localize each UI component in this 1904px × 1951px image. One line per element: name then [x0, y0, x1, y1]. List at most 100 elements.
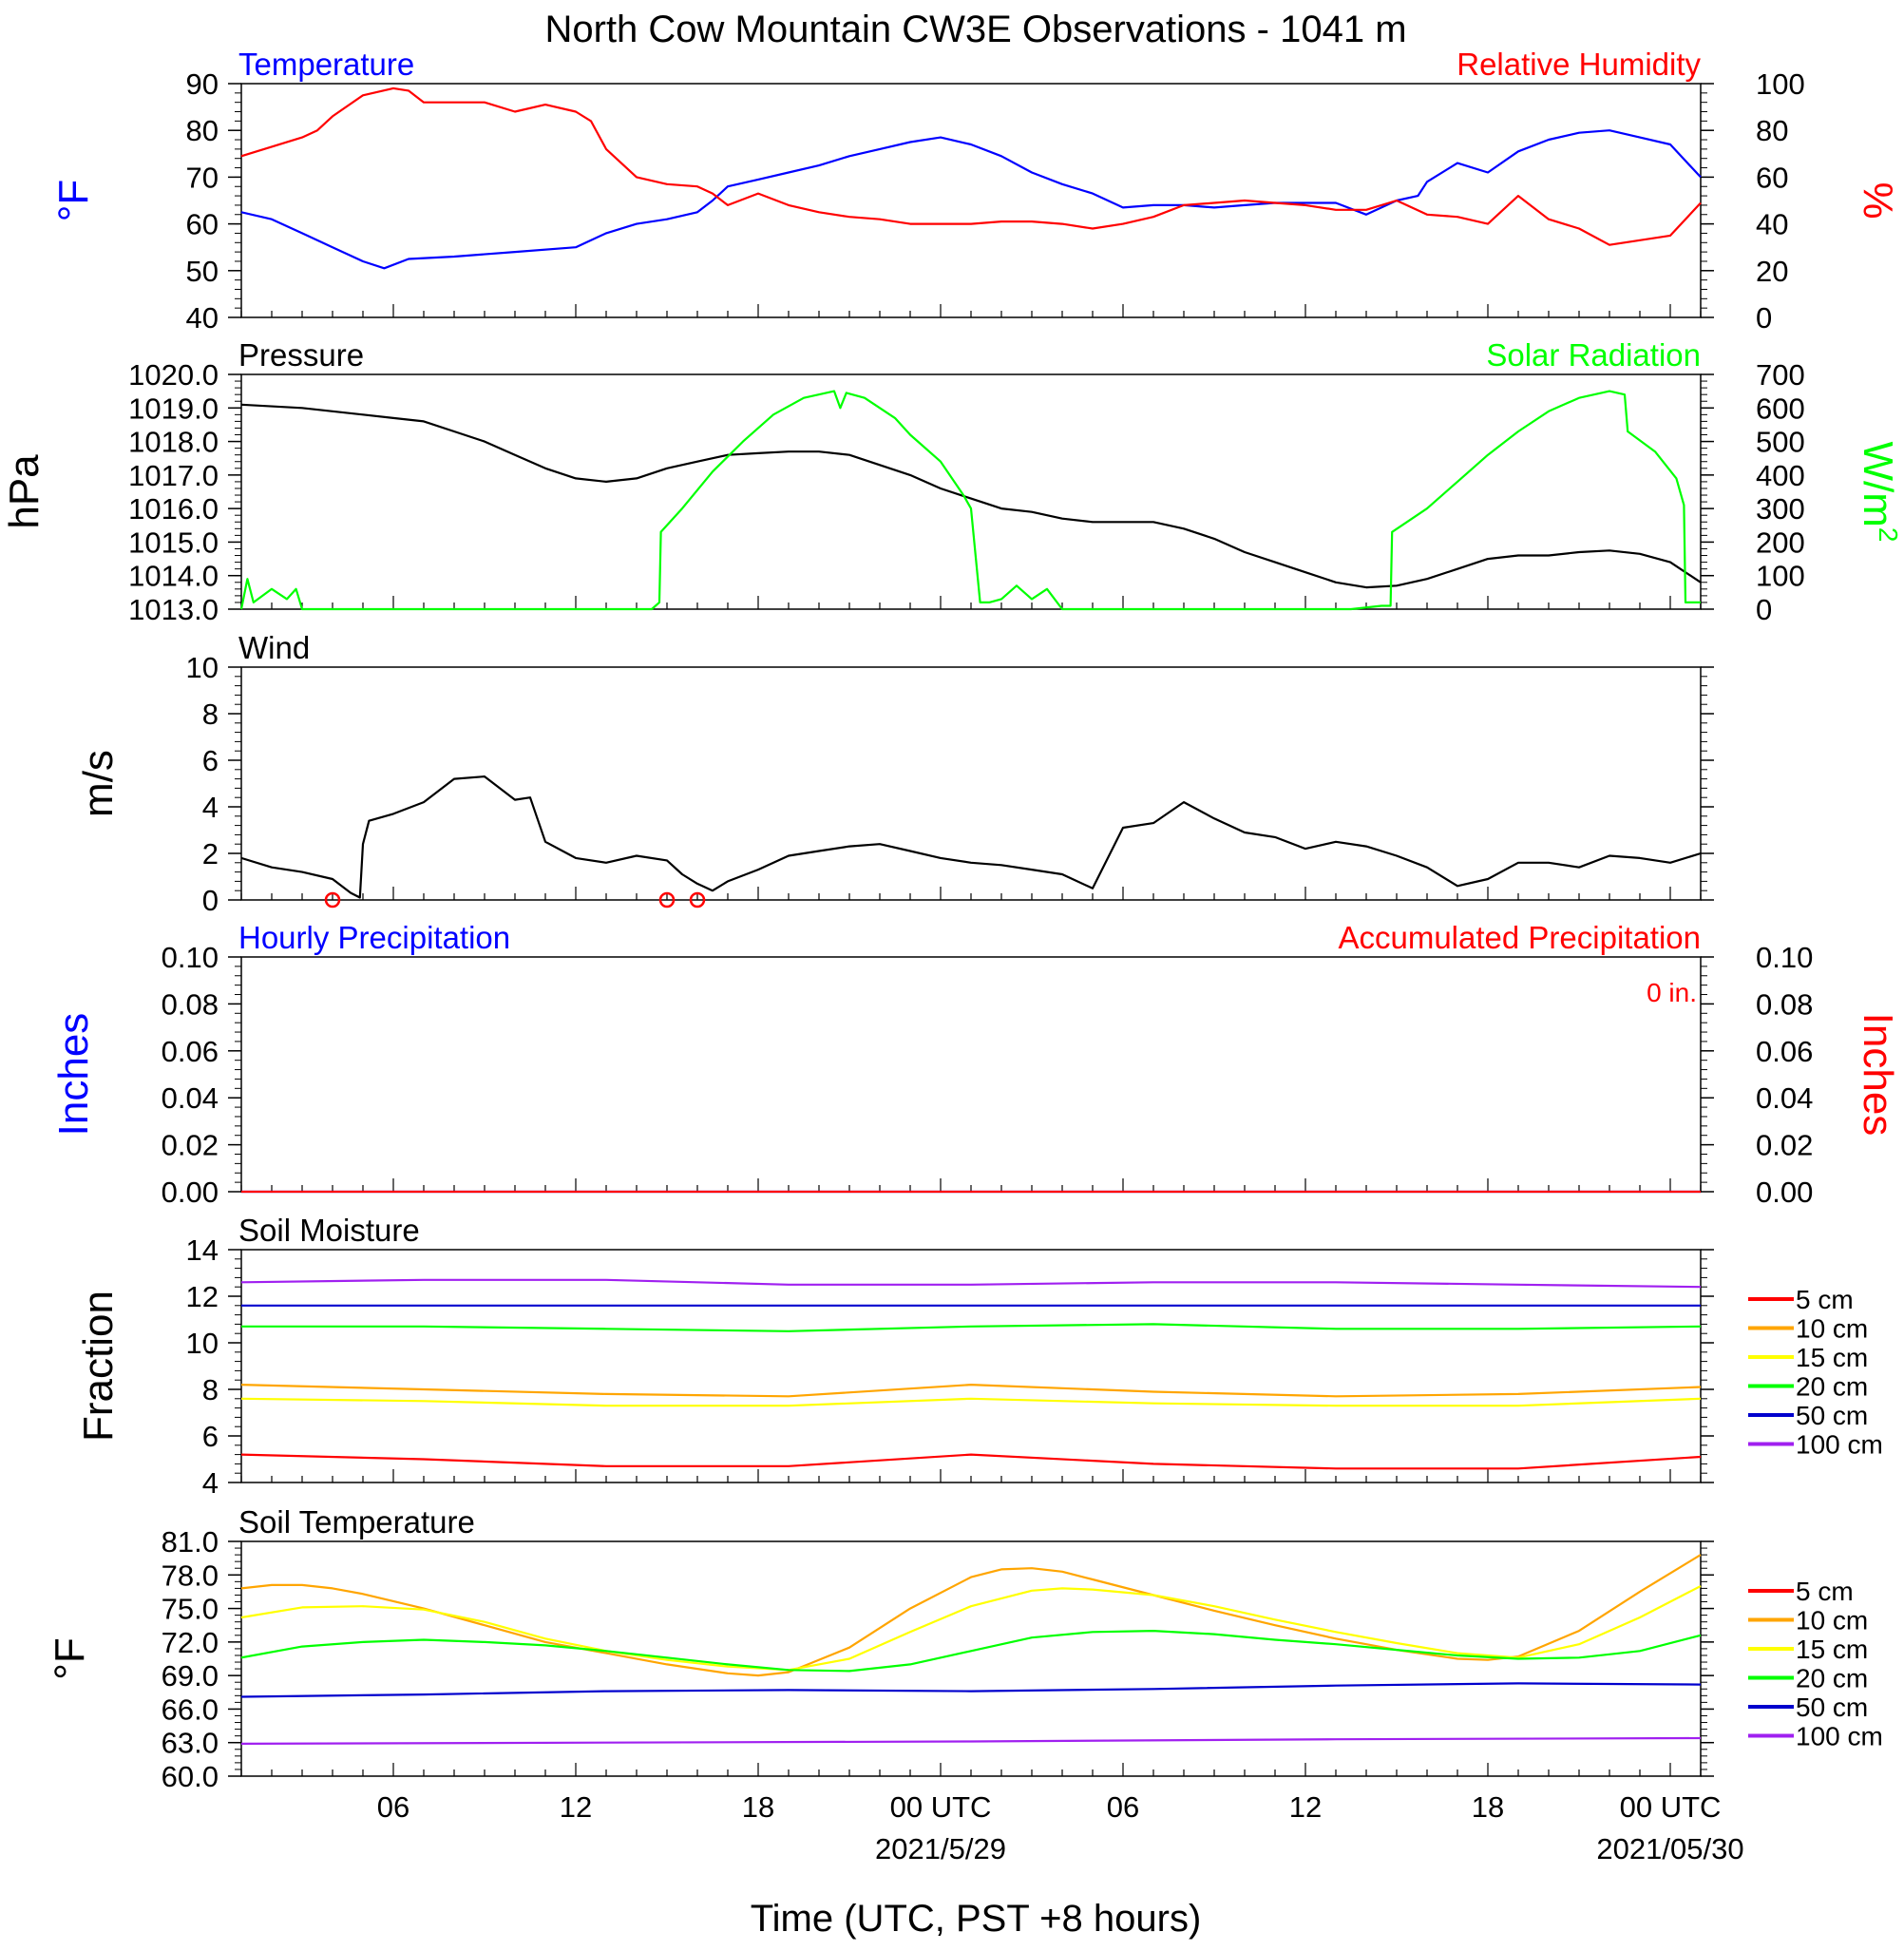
legend-item-100-cm: 100 cm — [1748, 1430, 1883, 1460]
y-tick-label: 4 — [202, 791, 219, 824]
calm-wind-marker — [324, 891, 341, 909]
panel-title-pressure: Pressure — [238, 337, 364, 373]
y-tick-label: 60.0 — [162, 1760, 219, 1793]
legend-item-50-cm: 50 cm — [1748, 1693, 1868, 1722]
panel-title-solar-radiation: Solar Radiation — [1486, 337, 1701, 373]
legend-label: 5 cm — [1796, 1285, 1854, 1314]
series-pressure — [240, 403, 1702, 589]
y2-tick-label: 0 — [1756, 301, 1772, 335]
y-tick-label: 0.10 — [162, 941, 219, 974]
y-tick-label: 63.0 — [162, 1727, 219, 1760]
panel-temperature: 90 80 70 60 50 40 100 80 60 40 20 0 Temperature Relat… — [50, 47, 1901, 335]
y-tick-label: 14 — [186, 1234, 219, 1267]
legend-label: 20 cm — [1796, 1372, 1868, 1402]
y-tick-label: 70 — [186, 161, 219, 194]
y-tick-label: 0.02 — [162, 1129, 219, 1162]
plot-frame — [240, 83, 1702, 318]
y-tick-label: 1020.0 — [128, 358, 219, 392]
y2-tick-label: 500 — [1756, 426, 1805, 459]
y-axis-label: °F — [50, 180, 97, 221]
series-5-cm — [240, 1453, 1702, 1470]
y-tick-label: 8 — [202, 1373, 219, 1406]
panel-title-temperature: Temperature — [238, 47, 414, 82]
series-15-cm — [240, 1397, 1702, 1407]
x-tick-label: 00 UTC — [1620, 1790, 1722, 1824]
figure-title: North Cow Mountain CW3E Observations - 1… — [544, 9, 1406, 50]
y-tick-label: 78.0 — [162, 1559, 219, 1592]
x-tick-label: 12 — [560, 1790, 592, 1824]
y-tick-label: 2 — [202, 837, 219, 870]
legend-label: 50 cm — [1796, 1693, 1868, 1722]
panel-title-relative-humidity: Relative Humidity — [1457, 47, 1701, 82]
y-tick-label: 10 — [186, 1327, 219, 1360]
x-tick-label: 00 UTC — [890, 1790, 992, 1824]
legend-label: 5 cm — [1796, 1577, 1854, 1606]
y-tick-label: 1018.0 — [128, 426, 219, 459]
calm-wind-marker — [658, 891, 676, 909]
x-tick-label: 06 — [1107, 1790, 1139, 1824]
y2-tick-label: 40 — [1756, 208, 1788, 241]
legend-label: 15 cm — [1796, 1635, 1868, 1664]
y-tick-label: 6 — [202, 744, 219, 777]
y-tick-label: 75.0 — [162, 1593, 219, 1626]
y-tick-label: 69.0 — [162, 1659, 219, 1693]
y2-tick-label: 0.06 — [1756, 1035, 1813, 1068]
y2-tick-label: 600 — [1756, 392, 1805, 425]
x-tick-label: 06 — [377, 1790, 409, 1824]
y-tick-label: 1013.0 — [128, 593, 219, 626]
panel-hourly-precipitation: 0.10 0.08 0.06 0.04 0.02 0.00 0.10 0.08 0.06 0.04… — [50, 920, 1901, 1209]
legend-item-5-cm: 5 cm — [1748, 1285, 1854, 1314]
y-tick-label: 80 — [186, 114, 219, 147]
x-tick-label: 12 — [1289, 1790, 1322, 1824]
y-tick-label: 90 — [186, 67, 219, 101]
panel-wind: 10 8 6 4 2 0 Wind m/s — [75, 630, 1714, 917]
legend-item-15-cm: 15 cm — [1748, 1635, 1868, 1664]
calm-wind-marker — [689, 891, 706, 909]
y2-axis-label: W/m2 — [1855, 442, 1903, 543]
series-relative-humidity — [240, 86, 1702, 246]
y2-tick-label: 0.08 — [1756, 987, 1813, 1021]
y-axis-label: °F — [47, 1637, 93, 1679]
series-100-cm — [240, 1278, 1702, 1289]
legend-item-10-cm: 10 cm — [1748, 1606, 1868, 1635]
y-tick-label: 50 — [186, 255, 219, 288]
y2-tick-label: 80 — [1756, 114, 1788, 147]
y-tick-label: 1016.0 — [128, 492, 219, 526]
y-tick-label: 72.0 — [162, 1626, 219, 1659]
panel-title-soil-temperature: Soil Temperature — [238, 1504, 475, 1540]
y2-tick-label: 0.02 — [1756, 1129, 1813, 1162]
x-date-label: 2021/5/29 — [875, 1832, 1006, 1865]
panel-title-hourly-precipitation: Hourly Precipitation — [238, 920, 510, 955]
y2-axis-label-text: % — [1855, 182, 1901, 219]
y-axis-label: Inches — [50, 1013, 97, 1137]
legend-item-15-cm: 15 cm — [1748, 1343, 1868, 1372]
y2-tick-label: 0.04 — [1756, 1081, 1813, 1115]
panel-soil-temperature: 81.078.075.072.069.066.063.060.0 Soil Tem… — [47, 1504, 1883, 1793]
y-axis-label: m/s — [75, 750, 122, 817]
series-10-cm — [240, 1384, 1702, 1398]
legend-item-20-cm: 20 cm — [1748, 1664, 1868, 1693]
plot-frame — [240, 666, 1702, 901]
y-tick-label: 0.00 — [162, 1176, 219, 1209]
y2-axis-label: % — [1855, 182, 1901, 219]
series-100-cm — [240, 1736, 1702, 1745]
y2-tick-label: 400 — [1756, 459, 1805, 492]
y2-axis-label: Inches — [1855, 1013, 1901, 1137]
y-tick-label: 0.08 — [162, 987, 219, 1021]
legend-item-100-cm: 100 cm — [1748, 1722, 1883, 1751]
y-tick-label: 40 — [186, 301, 219, 335]
panel-pressure: 1020.01019.01018.01017.01016.01015.01014… — [1, 337, 1903, 626]
x-tick-label: 18 — [742, 1790, 774, 1824]
series-15-cm — [240, 1585, 1702, 1672]
x-axis: 06 12 18 00 UTC 2021/5/29 06 12 18 00 UTC 2021/05… — [377, 1790, 1744, 1865]
y2-axis-label-sup: 2 — [1874, 527, 1903, 543]
y2-axis-label-text: Inches — [1855, 1013, 1901, 1137]
x-tick-label: 18 — [1472, 1790, 1504, 1824]
legend-label: 10 cm — [1796, 1314, 1868, 1344]
y2-tick-label: 0 — [1756, 593, 1772, 626]
y2-tick-label: 0.00 — [1756, 1176, 1813, 1209]
y-tick-label: 81.0 — [162, 1525, 219, 1559]
y-tick-label: 6 — [202, 1420, 219, 1453]
